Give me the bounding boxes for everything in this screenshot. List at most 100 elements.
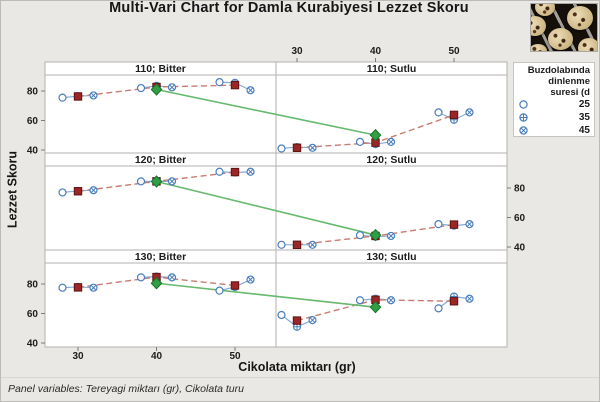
cross-glyph: [309, 242, 316, 248]
y-tick-label: 60: [27, 309, 39, 320]
cookie: [567, 6, 593, 30]
y-tick-label: 80: [514, 184, 526, 195]
data-point: [136, 177, 146, 186]
chart-title: Multi-Vari Chart for Damla Kurabiyesi Le…: [109, 0, 469, 16]
x-mean-square: [73, 283, 83, 292]
legend-title-line: Buzdolabında: [527, 65, 590, 76]
cookie: [548, 28, 573, 50]
panel-mean-connector: [156, 180, 376, 236]
x-mean-square: [73, 187, 83, 196]
cross-glyph: [388, 139, 394, 145]
legend-item-label: 35: [578, 112, 590, 123]
legend: Buzdolabında dinlenme suresi (d 25 35 45: [513, 62, 595, 137]
y-tick-label: 40: [514, 243, 526, 254]
panel-mean-connector: [156, 282, 376, 308]
x-mean-square: [230, 80, 240, 90]
data-point: [58, 188, 67, 197]
y-axis-title: Lezzet Skoru: [5, 150, 20, 229]
axis-ticks: 30 40 50 30 40 50 80 60 40 80 60 40 80 60 40: [27, 46, 526, 362]
x-mean-square: [449, 110, 459, 120]
panel-markers-120-sutlu: [277, 220, 474, 249]
cookie: [531, 44, 547, 51]
data-markers: [58, 78, 474, 331]
legend-item-25: 25: [517, 98, 590, 111]
cookie: [578, 38, 597, 51]
data-point: [434, 220, 443, 229]
cross-glyph: [169, 274, 175, 280]
y-tick-label: 60: [514, 213, 526, 224]
cross-glyph: [388, 233, 394, 239]
x-mean-square: [292, 240, 302, 249]
data-point: [277, 144, 286, 153]
cross-glyph: [90, 285, 97, 291]
panel-mean-diamond: [369, 300, 382, 314]
cross-glyph: [169, 178, 175, 184]
panel-markers-130-sutlu: [277, 292, 474, 331]
panel-mean-lines: [156, 88, 376, 308]
y-tick-label: 80: [27, 280, 39, 291]
data-point: [58, 283, 67, 292]
x-mean-square: [230, 167, 240, 177]
data-point: [277, 310, 286, 320]
cookie: [535, 4, 555, 16]
panel-markers-110-sutlu: [277, 108, 474, 153]
panel-label: 130; Sutlu: [366, 251, 416, 263]
cross-glyph: [466, 109, 473, 115]
x-tick-label: 50: [448, 46, 460, 57]
cross-glyph: [90, 92, 97, 98]
x-tick-label: 40: [370, 46, 382, 57]
data-point: [215, 78, 224, 87]
x-mean-square: [73, 92, 83, 101]
x-mean-square: [230, 281, 240, 290]
y-tick-label: 40: [27, 339, 39, 350]
cross-glyph: [466, 221, 473, 227]
panel-markers-120-bitter: [58, 167, 255, 197]
panel-label: 110; Bitter: [135, 63, 186, 75]
panel-mean-diamond: [150, 83, 163, 96]
panel-mean-connector: [156, 88, 376, 136]
cross-glyph: [169, 84, 175, 90]
cross-glyph: [466, 296, 473, 302]
circle-cross-icon: [519, 126, 528, 135]
panel-label: 120; Sutlu: [366, 154, 416, 166]
panel-markers-130-bitter: [58, 272, 255, 295]
panel-label: 120; Bitter: [135, 154, 186, 166]
x-mean-square: [449, 220, 459, 229]
x-mean-square: [292, 316, 302, 325]
legend-title: Buzdolabında dinlenme suresi (d: [517, 65, 590, 98]
legend-item-45: 45: [517, 124, 590, 137]
cross-glyph: [388, 297, 394, 303]
cross-glyph: [247, 277, 254, 283]
data-point: [277, 240, 286, 249]
cross-glyph: [90, 187, 97, 193]
data-point: [215, 167, 224, 176]
legend-item-35: 35: [517, 111, 590, 124]
open-circle-icon: [519, 100, 528, 109]
data-point: [136, 83, 146, 93]
data-point: [434, 108, 443, 117]
x-mean-square: [292, 143, 302, 152]
panel-variables-footnote: Panel variables: Tereyagi miktarı (gr), …: [8, 383, 244, 395]
panel-label: 110; Sutlu: [367, 63, 417, 75]
panel-mean-diamond: [150, 175, 163, 188]
cross-glyph: [309, 145, 316, 151]
legend-item-label: 45: [578, 125, 590, 136]
panel-mean-diamond: [369, 128, 382, 142]
panel-markers-110-bitter: [58, 78, 255, 102]
cross-glyph: [247, 169, 254, 175]
cookie: [531, 16, 546, 36]
cross-glyph: [247, 87, 254, 93]
panel-mean-diamond: [369, 228, 382, 242]
panel-mean-diamond: [150, 277, 163, 290]
x-tick-label: 30: [72, 351, 84, 362]
data-point: [355, 231, 365, 240]
x-tick-label: 40: [151, 351, 163, 362]
panel-label: 130; Bitter: [135, 251, 186, 263]
panel-110-bitter: 110; Bitter: [44, 61, 277, 154]
data-point: [355, 296, 365, 305]
legend-title-line: suresi (d: [550, 87, 590, 98]
legend-item-label: 25: [578, 99, 590, 110]
x-tick-label: 30: [291, 46, 303, 57]
panel-130-bitter: 130; Bitter: [44, 249, 277, 348]
